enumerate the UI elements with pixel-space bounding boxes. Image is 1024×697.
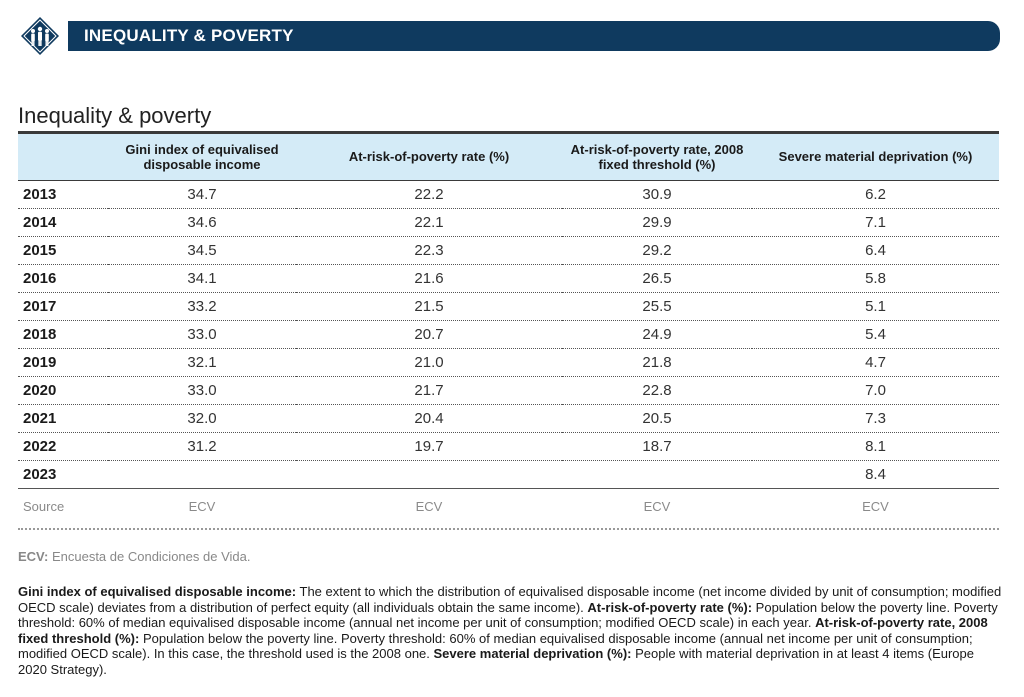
row-year: 2019 xyxy=(18,348,108,377)
banner-bar xyxy=(68,21,1000,51)
cell-poverty-rate: 21.7 xyxy=(296,376,562,405)
cell-poverty-rate-2008 xyxy=(562,460,752,489)
source-value: ECV xyxy=(643,498,671,514)
cell-poverty-rate-2008: 21.8 xyxy=(562,348,752,377)
cell-gini: 34.6 xyxy=(108,208,296,237)
cell-material-deprivation: 5.4 xyxy=(752,320,999,349)
cell-gini: 34.1 xyxy=(108,264,296,293)
definition-text: People with material deprivation in at l… xyxy=(18,646,974,677)
definition-term: Gini index of equivalised disposable inc… xyxy=(18,584,297,599)
row-year: 2023 xyxy=(18,460,108,489)
cell-poverty-rate: 20.4 xyxy=(296,404,562,433)
row-year: 2014 xyxy=(18,208,108,237)
cell-material-deprivation: 7.1 xyxy=(752,208,999,237)
definition-term: At-risk-of-poverty rate (%): xyxy=(587,599,753,615)
table-row: 2015 34.5 22.3 29.2 6.4 xyxy=(18,236,999,265)
row-year: 2017 xyxy=(18,292,108,321)
definition-text: The extent to which the distribution of … xyxy=(18,584,1002,615)
section-banner: INEQUALITY & POVERTY xyxy=(18,14,1000,58)
table-row: 2013 34.7 22.2 30.9 6.2 xyxy=(18,180,999,209)
source-value: ECV xyxy=(415,498,443,514)
abbreviation-note: ECV: Encuesta de Condiciones de Vida. xyxy=(18,549,250,564)
banner-title: INEQUALITY & POVERTY xyxy=(84,26,294,45)
table-row: 2019 32.1 21.0 21.8 4.7 xyxy=(18,348,999,377)
table-row: 2016 34.1 21.6 26.5 5.8 xyxy=(18,264,999,293)
definition-text: Population below the poverty line. Pover… xyxy=(18,599,998,631)
cell-poverty-rate: 22.2 xyxy=(296,180,562,209)
cell-poverty-rate-2008: 18.7 xyxy=(562,432,752,461)
cell-material-deprivation: 5.8 xyxy=(752,264,999,293)
column-header-gini: Gini index of equivalised disposable inc… xyxy=(108,134,296,180)
column-header-poverty-rate-2008: At-risk-of-poverty rate, 2008 fixed thre… xyxy=(562,134,752,180)
cell-poverty-rate xyxy=(296,460,562,489)
table-row: 2017 33.2 21.5 25.5 5.1 xyxy=(18,292,999,321)
title-rule xyxy=(18,131,999,134)
cell-poverty-rate-2008: 22.8 xyxy=(562,376,752,405)
source-value: ECV xyxy=(188,498,216,514)
source-label: Source xyxy=(23,498,65,514)
people-group-icon xyxy=(21,17,59,55)
row-year: 2022 xyxy=(18,432,108,461)
cell-poverty-rate-2008: 29.2 xyxy=(562,236,752,265)
table-row: 2014 34.6 22.1 29.9 7.1 xyxy=(18,208,999,237)
row-year: 2016 xyxy=(18,264,108,293)
row-year: 2013 xyxy=(18,180,108,209)
cell-poverty-rate-2008: 26.5 xyxy=(562,264,752,293)
source-value: ECV xyxy=(862,498,889,514)
column-header-poverty-rate: At-risk-of-poverty rate (%) xyxy=(296,134,562,180)
definition-term: Severe material deprivation (%): xyxy=(433,646,632,662)
cell-gini: 33.2 xyxy=(108,292,296,321)
cell-gini: 32.0 xyxy=(108,404,296,433)
cell-poverty-rate-2008: 25.5 xyxy=(562,292,752,321)
definition-term: At-risk-of-poverty rate, 2008 fixed thre… xyxy=(18,615,988,646)
table-row: 2022 31.2 19.7 18.7 8.1 xyxy=(18,432,999,461)
table-header-row: Gini index of equivalised disposable inc… xyxy=(18,134,999,180)
cell-poverty-rate: 21.5 xyxy=(296,292,562,321)
abbreviation-text: Encuesta de Condiciones de Vida. xyxy=(48,549,251,564)
cell-poverty-rate: 21.6 xyxy=(296,264,562,293)
cell-poverty-rate: 22.3 xyxy=(296,236,562,265)
cell-material-deprivation: 6.4 xyxy=(752,236,999,265)
cell-gini: 33.0 xyxy=(108,376,296,405)
table-row: 2021 32.0 20.4 20.5 7.3 xyxy=(18,404,999,433)
cell-material-deprivation: 7.0 xyxy=(752,376,999,405)
cell-material-deprivation: 7.3 xyxy=(752,404,999,433)
row-year: 2021 xyxy=(18,404,108,433)
definition-text: Population below the poverty line. Pover… xyxy=(18,630,973,662)
inequality-table: Gini index of equivalised disposable inc… xyxy=(18,134,999,524)
table-row: 2023 8.4 xyxy=(18,460,999,489)
cell-poverty-rate-2008: 29.9 xyxy=(562,208,752,237)
abbreviation-term: ECV: xyxy=(18,549,49,564)
row-year: 2018 xyxy=(18,320,108,349)
cell-gini: 33.0 xyxy=(108,320,296,349)
cell-gini: 31.2 xyxy=(108,432,296,461)
cell-material-deprivation: 8.4 xyxy=(752,460,999,489)
table-row: 2018 33.0 20.7 24.9 5.4 xyxy=(18,320,999,349)
table-row: 2020 33.0 21.7 22.8 7.0 xyxy=(18,376,999,405)
row-year: 2020 xyxy=(18,376,108,405)
cell-gini: 32.1 xyxy=(108,348,296,377)
section-title: Inequality & poverty xyxy=(18,103,212,128)
cell-material-deprivation: 6.2 xyxy=(752,180,999,209)
row-year: 2015 xyxy=(18,236,108,265)
cell-gini xyxy=(108,460,296,489)
cell-poverty-rate: 20.7 xyxy=(296,320,562,349)
cell-poverty-rate-2008: 20.5 xyxy=(562,404,752,433)
column-header-material-deprivation: Severe material deprivation (%) xyxy=(752,134,999,180)
cell-poverty-rate-2008: 24.9 xyxy=(562,320,752,349)
cell-poverty-rate: 19.7 xyxy=(296,432,562,461)
cell-gini: 34.7 xyxy=(108,180,296,209)
cell-material-deprivation: 5.1 xyxy=(752,292,999,321)
source-row: Source ECV ECV ECV ECV xyxy=(18,488,999,524)
cell-poverty-rate-2008: 30.9 xyxy=(562,180,752,209)
cell-poverty-rate: 22.1 xyxy=(296,208,562,237)
definitions-note: Gini index of equivalised disposable inc… xyxy=(18,584,1003,678)
cell-poverty-rate: 21.0 xyxy=(296,348,562,377)
cell-material-deprivation: 8.1 xyxy=(752,432,999,461)
column-header-year xyxy=(18,134,108,180)
cell-material-deprivation: 4.7 xyxy=(752,348,999,377)
cell-gini: 34.5 xyxy=(108,236,296,265)
table-bottom-rule xyxy=(18,528,999,530)
